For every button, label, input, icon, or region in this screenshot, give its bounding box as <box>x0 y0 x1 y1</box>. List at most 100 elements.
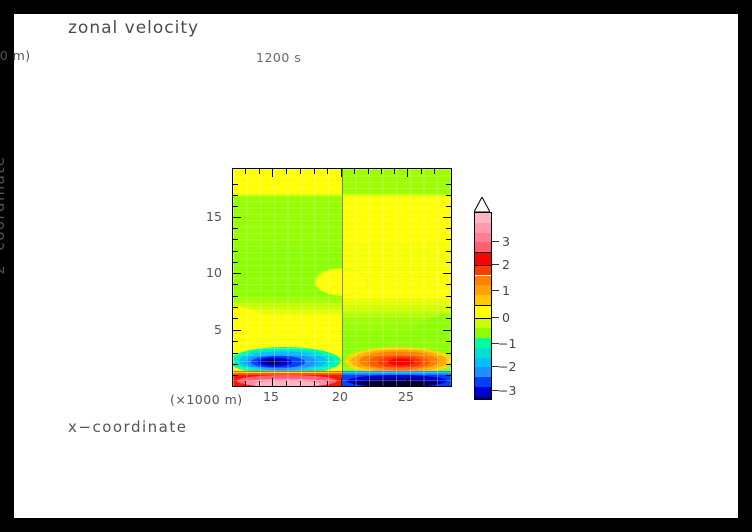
colorbar <box>474 212 492 400</box>
cbar-tick-m2 <box>492 366 499 367</box>
cbar-band-4 <box>475 252 491 266</box>
x-tick-top-minor <box>327 169 328 174</box>
y-tick-minor <box>233 307 238 308</box>
x-tick-minor <box>434 381 435 386</box>
x-tick-top-minor <box>314 169 315 174</box>
y-tick-right-minor <box>446 262 451 263</box>
contour-plot-field <box>232 168 452 387</box>
y-tick-minor <box>233 318 238 319</box>
y-tick-major-10 <box>233 273 241 274</box>
cbar-tick-m1 <box>492 343 499 344</box>
cbar-label-2: 2 <box>502 257 510 272</box>
y-tick-right-minor <box>446 228 451 229</box>
x-tick-minor <box>314 381 315 386</box>
cbar-rule <box>475 318 491 319</box>
y-tick-right-minor <box>446 375 451 376</box>
cbar-band-1 <box>475 222 491 233</box>
surface-boundary-layer <box>233 371 451 386</box>
x-tick-minor <box>245 381 246 386</box>
x-tick-top-minor <box>300 169 301 174</box>
cbar-band-0 <box>475 213 491 223</box>
y-tick-right-major <box>443 273 451 274</box>
x-tick-top-minor <box>434 169 435 174</box>
cbar-band-7 <box>475 285 491 296</box>
y-tick-minor <box>233 206 238 207</box>
domain-seam-line <box>342 169 343 386</box>
x-tick-minor <box>368 381 369 386</box>
lower-right-positive-jet <box>345 347 451 375</box>
cbar-band-5 <box>475 265 491 276</box>
x-tick-minor <box>286 381 287 386</box>
figure-canvas: zonal velocity (×1000 m) 1200 s z−coordi… <box>0 14 738 518</box>
y-tick-right-minor <box>446 341 451 342</box>
y-tick-right-minor <box>446 251 451 252</box>
y-tick-minor <box>233 251 238 252</box>
cbar-tick-1 <box>492 290 499 291</box>
y-tick-minor <box>233 195 238 196</box>
y-tick-minor <box>233 239 238 240</box>
cbar-label-0: 0 <box>502 310 510 325</box>
y-tick-minor <box>233 284 238 285</box>
x-axis-units-label: (×1000 m) <box>170 392 243 407</box>
x-tick-top-major <box>407 169 408 177</box>
x-tick-minor <box>327 381 328 386</box>
y-tick-label-5: 5 <box>214 322 222 337</box>
x-tick-minor <box>300 381 301 386</box>
cbar-band-9 <box>475 304 491 319</box>
x-tick-top-minor <box>259 169 260 174</box>
cbar-band-2 <box>475 232 491 243</box>
y-tick-label-15: 15 <box>206 209 222 224</box>
cbar-band-18 <box>475 396 491 399</box>
cbar-rule <box>475 252 491 254</box>
x-tick-top-minor <box>286 169 287 174</box>
y-tick-minor <box>233 296 238 297</box>
y-tick-right-minor <box>446 364 451 365</box>
cbar-tick-2 <box>492 264 499 265</box>
y-tick-right-minor <box>446 307 451 308</box>
cbar-band-14 <box>475 357 491 368</box>
y-tick-right-minor <box>446 284 451 285</box>
y-tick-right-minor <box>446 318 451 319</box>
x-tick-major-25 <box>407 378 408 386</box>
central-yellow-blob <box>315 268 369 296</box>
cbar-tick-0 <box>492 317 499 318</box>
cbar-band-17 <box>475 387 491 397</box>
cbar-label-m3: −3 <box>498 383 517 398</box>
cbar-band-11 <box>475 328 491 338</box>
y-tick-right-minor <box>446 195 451 196</box>
y-tick-right-minor <box>446 184 451 185</box>
plot-title: zonal velocity <box>68 18 200 38</box>
cbar-label-1: 1 <box>502 283 510 298</box>
x-axis-title: x−coordinate <box>68 418 188 436</box>
x-tick-top-minor <box>245 169 246 174</box>
y-tick-minor <box>233 364 238 365</box>
cbar-label-m1: −1 <box>498 336 517 351</box>
y-tick-minor <box>233 341 238 342</box>
x-tick-label-15: 15 <box>263 389 279 404</box>
x-tick-top-minor <box>368 169 369 174</box>
y-tick-right-minor <box>446 353 451 354</box>
cbar-rule <box>475 265 491 267</box>
y-tick-right-major <box>443 330 451 331</box>
cbar-tick-m3 <box>492 390 499 391</box>
y-tick-major-5 <box>233 330 241 331</box>
x-tick-minor <box>394 381 395 386</box>
y-tick-major-15 <box>233 217 241 218</box>
x-tick-top-minor <box>381 169 382 174</box>
cbar-band-3 <box>475 242 491 253</box>
colorbar-extend-arrow-top <box>474 197 490 213</box>
x-tick-major-20 <box>341 378 342 386</box>
y-tick-label-10: 10 <box>206 265 222 280</box>
x-tick-minor <box>354 381 355 386</box>
cbar-band-6 <box>475 275 491 286</box>
time-annotation: 1200 s <box>256 50 302 65</box>
x-tick-top-major <box>341 169 342 177</box>
y-axis-units-label: (×1000 m) <box>0 48 31 63</box>
cbar-band-13 <box>475 347 491 358</box>
x-tick-top-minor <box>421 169 422 174</box>
y-tick-right-minor <box>446 296 451 297</box>
y-tick-minor <box>233 262 238 263</box>
y-tick-minor <box>233 184 238 185</box>
y-tick-minor <box>233 353 238 354</box>
x-tick-minor <box>421 381 422 386</box>
